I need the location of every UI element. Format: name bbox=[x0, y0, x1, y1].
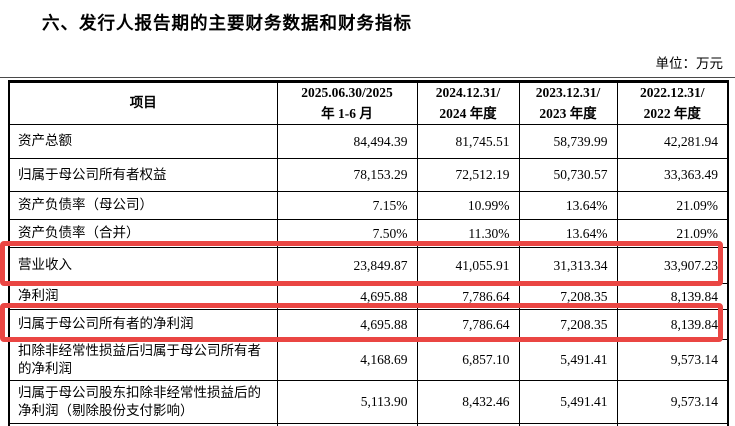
cell-value: 81,745.51 bbox=[416, 124, 520, 159]
cell-value: 13.64% bbox=[518, 191, 618, 220]
cell-value: 9,573.14 bbox=[616, 380, 729, 425]
row-label: 净利润 bbox=[8, 283, 278, 310]
cell-value: 8,139.84 bbox=[616, 309, 729, 340]
column-header-text: 2022 年度 bbox=[643, 105, 701, 121]
column-header-item: 项目 bbox=[8, 81, 278, 125]
unit-label: 单位：万元 bbox=[655, 56, 724, 71]
cell-value: 7,208.35 bbox=[518, 309, 618, 340]
cell-value: 7.50% bbox=[276, 219, 418, 248]
cell-value: 5,491.41 bbox=[518, 338, 618, 382]
cell-value: 84,494.39 bbox=[276, 124, 418, 159]
cell-value: 21.09% bbox=[616, 191, 729, 220]
cell-value: 7,208.35 bbox=[518, 283, 618, 310]
table-row: 资产负债率（母公司） 7.15% 10.99% 13.64% 21.09% bbox=[8, 191, 729, 220]
table-row: 归属于母公司股东扣除非经常性损益后的净利润（剔除股份支付影响） 5,113.90… bbox=[8, 380, 729, 425]
row-label: 资产总额 bbox=[8, 124, 278, 159]
cell-value: 4,695.88 bbox=[276, 283, 418, 310]
cell-value: 4,695.88 bbox=[276, 309, 418, 340]
cell-value: 33,363.49 bbox=[616, 158, 729, 192]
cell-value: 21.09% bbox=[616, 219, 729, 248]
table-row: 净利润 4,695.88 7,786.64 7,208.35 8,139.84 bbox=[8, 283, 729, 310]
cell-value: 78,153.29 bbox=[276, 158, 418, 192]
row-label: 扣除非经常性损益后归属于母公司所有者的净利润 bbox=[8, 338, 278, 382]
cell-value: 7,786.64 bbox=[416, 309, 520, 340]
column-header-text: 年 1-6 月 bbox=[321, 105, 373, 121]
row-label: 归属于母公司股东扣除非经常性损益后的净利润（剔除股份支付影响） bbox=[8, 380, 278, 425]
cell-value: 42,281.94 bbox=[616, 124, 729, 159]
column-header-text: 2024 年度 bbox=[439, 105, 497, 121]
row-label: 资产负债率（母公司） bbox=[8, 191, 278, 220]
table-header-row: 项目 2025.06.30/2025 年 1-6 月 2024.12.31/ 2… bbox=[8, 81, 729, 125]
cell-value: 9,573.14 bbox=[616, 338, 729, 382]
cell-value: 7,786.64 bbox=[416, 283, 520, 310]
column-header-2024: 2024.12.31/ 2024 年度 bbox=[416, 81, 520, 125]
row-label: 营业收入 bbox=[8, 247, 278, 284]
cell-value: 5,491.41 bbox=[518, 380, 618, 425]
cell-value: 58,739.99 bbox=[518, 124, 618, 159]
column-header-2022: 2022.12.31/ 2022 年度 bbox=[616, 81, 729, 125]
cell-value: 33,907.23 bbox=[616, 247, 729, 284]
column-header-text: 2023.12.31/ bbox=[535, 85, 601, 101]
cell-value: 41,055.91 bbox=[416, 247, 520, 284]
row-label: 归属于母公司所有者的净利润 bbox=[8, 309, 278, 340]
cell-value: 5,113.90 bbox=[276, 380, 418, 425]
table-row-highlighted: 营业收入 23,849.87 41,055.91 31,313.34 33,90… bbox=[8, 247, 729, 284]
cell-value: 8,432.46 bbox=[416, 380, 520, 425]
column-header-text: 项目 bbox=[129, 95, 157, 111]
cell-value: 72,512.19 bbox=[416, 158, 520, 192]
horizontal-rule bbox=[0, 77, 735, 78]
cell-value: 8,139.84 bbox=[616, 283, 729, 310]
cell-value: 23,849.87 bbox=[276, 247, 418, 284]
cell-value: 6,857.10 bbox=[416, 338, 520, 382]
table-row: 归属于母公司所有者权益 78,153.29 72,512.19 50,730.5… bbox=[8, 158, 729, 192]
table-row-highlighted: 归属于母公司所有者的净利润 4,695.88 7,786.64 7,208.35… bbox=[8, 309, 729, 340]
cell-value: 4,168.69 bbox=[276, 338, 418, 382]
row-label: 资产负债率（合并） bbox=[8, 219, 278, 248]
column-header-2023: 2023.12.31/ 2023 年度 bbox=[518, 81, 618, 125]
cell-value: 7.15% bbox=[276, 191, 418, 220]
cell-value: 13.64% bbox=[518, 219, 618, 248]
cell-value: 31,313.34 bbox=[518, 247, 618, 284]
column-header-text: 2025.06.30/2025 bbox=[301, 85, 393, 101]
table-row-partial bbox=[8, 423, 729, 426]
cell-value: 50,730.57 bbox=[518, 158, 618, 192]
section-title: 六、发行人报告期的主要财务数据和财务指标 bbox=[42, 13, 412, 33]
row-label: 归属于母公司所有者权益 bbox=[8, 158, 278, 192]
financial-data-table: 项目 2025.06.30/2025 年 1-6 月 2024.12.31/ 2… bbox=[8, 80, 729, 426]
cell-value: 11.30% bbox=[416, 219, 520, 248]
table-row: 资产总额 84,494.39 81,745.51 58,739.99 42,28… bbox=[8, 124, 729, 159]
column-header-text: 2022.12.31/ bbox=[639, 85, 705, 101]
cell-value: 10.99% bbox=[416, 191, 520, 220]
table-row: 资产负债率（合并） 7.50% 11.30% 13.64% 21.09% bbox=[8, 219, 729, 248]
cell-value bbox=[616, 423, 729, 426]
column-header-text: 2024.12.31/ bbox=[435, 85, 501, 101]
table-row: 扣除非经常性损益后归属于母公司所有者的净利润 4,168.69 6,857.10… bbox=[8, 338, 729, 382]
column-header-2025: 2025.06.30/2025 年 1-6 月 bbox=[276, 81, 418, 125]
column-header-text: 2023 年度 bbox=[539, 105, 597, 121]
